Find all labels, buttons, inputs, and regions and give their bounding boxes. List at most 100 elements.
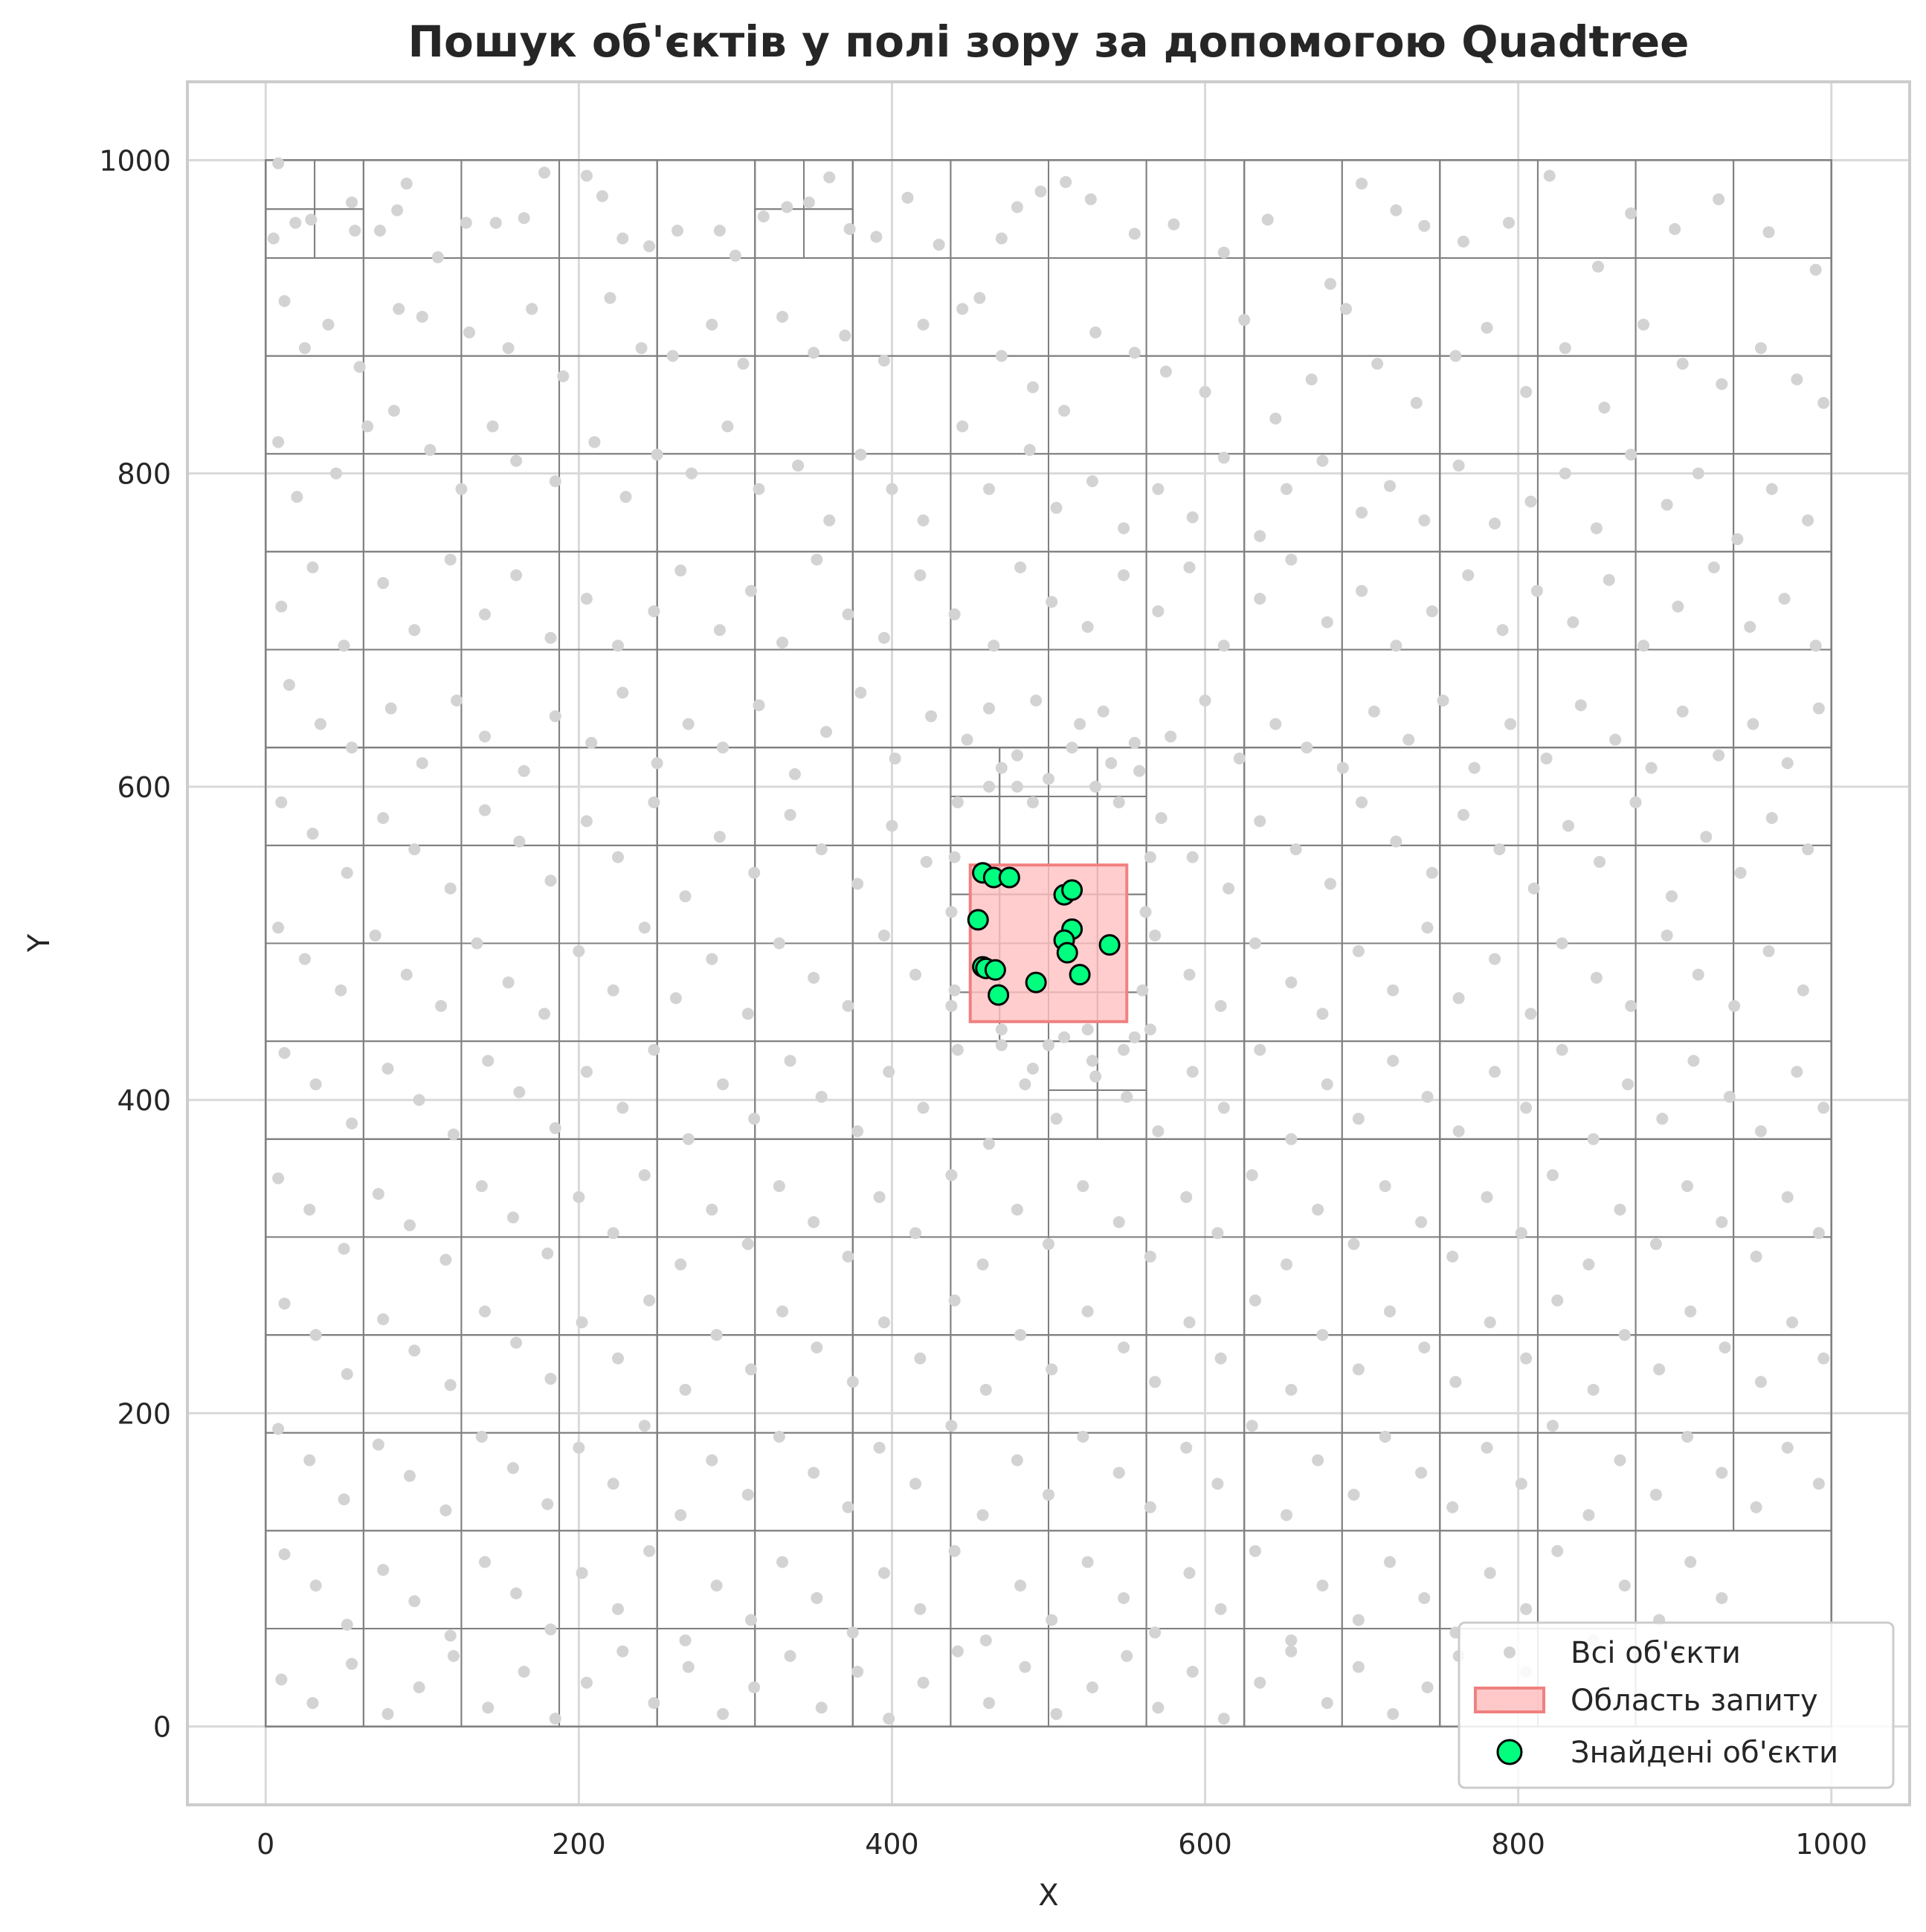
all-object-point <box>1089 780 1102 793</box>
all-object-point <box>901 191 914 204</box>
all-object-point <box>381 1707 394 1720</box>
all-object-point <box>612 1603 624 1615</box>
all-object-point <box>877 1316 890 1329</box>
all-object-point <box>518 212 530 225</box>
all-object-point <box>444 882 457 895</box>
all-object-point <box>753 483 765 495</box>
all-object-point <box>607 984 619 996</box>
all-object-point <box>710 1329 723 1342</box>
all-object-point <box>1128 347 1141 359</box>
all-object-point <box>391 204 404 216</box>
all-object-point <box>1421 1681 1434 1694</box>
all-object-point <box>1515 1227 1527 1240</box>
all-object-point <box>1368 705 1380 718</box>
all-object-point <box>1562 820 1575 832</box>
all-object-point <box>815 1090 828 1103</box>
all-object-point <box>1305 373 1318 386</box>
all-object-point <box>877 1567 890 1580</box>
all-object-point <box>1421 921 1434 934</box>
all-object-point <box>576 1316 588 1329</box>
legend-frame <box>1458 1621 1895 1789</box>
all-object-point <box>1058 1031 1071 1043</box>
all-object-point <box>1410 396 1423 409</box>
all-object-point <box>1050 1707 1063 1720</box>
x-tick-labels: 0 200 400 600 800 1000 <box>257 1828 1867 1861</box>
all-object-point <box>612 640 624 652</box>
all-object-point <box>346 196 358 209</box>
all-object-point <box>1050 1112 1063 1125</box>
all-object-point <box>1524 1008 1537 1020</box>
all-object-point <box>1186 851 1199 863</box>
all-object-point <box>1077 1431 1089 1443</box>
all-object-point <box>1139 906 1152 918</box>
all-object-point <box>309 1329 322 1342</box>
all-object-point <box>651 448 663 461</box>
all-object-point <box>889 752 901 764</box>
all-object-point <box>1019 1078 1031 1091</box>
all-object-point <box>616 1101 629 1114</box>
all-object-point <box>479 608 492 621</box>
all-object-point <box>1625 207 1637 219</box>
all-object-point <box>373 225 386 237</box>
found-object-point <box>984 959 1006 981</box>
all-object-point <box>846 1376 859 1388</box>
all-object-point <box>544 1373 557 1385</box>
all-object-point <box>643 1294 656 1307</box>
all-object-point <box>580 1066 593 1078</box>
all-object-point <box>576 1567 588 1580</box>
all-object-point <box>400 968 413 981</box>
all-object-point <box>1180 1441 1193 1454</box>
all-object-point <box>679 1383 692 1396</box>
all-object-point <box>1556 1043 1568 1056</box>
all-object-point <box>588 436 601 448</box>
all-object-point <box>275 1673 288 1686</box>
all-object-point <box>1426 866 1438 879</box>
all-object-point <box>513 835 526 848</box>
all-object-point <box>1449 1376 1462 1388</box>
plot-frame <box>186 80 1911 1806</box>
all-object-point <box>917 514 930 527</box>
all-object-point <box>823 171 836 184</box>
all-object-point <box>988 640 1000 652</box>
all-object-point <box>851 1665 864 1678</box>
all-object-point <box>408 624 421 637</box>
all-object-point <box>839 329 851 342</box>
all-object-point <box>1285 1133 1298 1145</box>
all-object-point <box>1077 1179 1089 1192</box>
all-object-point <box>1043 1488 1054 1501</box>
all-object-point <box>948 608 961 621</box>
all-object-point <box>1653 1363 1666 1376</box>
all-object-point <box>1809 640 1822 652</box>
all-object-point <box>1285 1645 1298 1658</box>
all-object-point <box>982 483 995 495</box>
all-object-point <box>309 1078 322 1091</box>
all-object-point <box>612 1352 624 1365</box>
all-object-point <box>549 1122 561 1135</box>
legend-label-query-region: Область запиту <box>1571 1684 1818 1718</box>
found-object-point <box>998 866 1020 889</box>
all-object-point <box>643 240 656 253</box>
all-object-point <box>648 1697 660 1710</box>
all-object-point <box>513 1086 526 1098</box>
all-object-point <box>995 350 1008 362</box>
all-object-point <box>549 475 561 488</box>
legend-label-found-points: Знайдені об'єкти <box>1571 1736 1838 1770</box>
all-object-point <box>1144 1501 1156 1513</box>
all-object-point <box>886 820 898 832</box>
all-object-point <box>1614 1203 1626 1216</box>
all-object-point <box>322 318 335 331</box>
all-object-point <box>1817 396 1830 409</box>
all-object-point <box>1622 1078 1634 1091</box>
found-points-layer <box>967 862 1121 1006</box>
all-object-point <box>573 1191 585 1203</box>
all-object-point <box>272 1423 285 1435</box>
all-object-point <box>945 1169 958 1182</box>
all-object-point <box>1066 741 1078 754</box>
all-object-point <box>1149 1376 1162 1388</box>
all-object-point <box>1281 1509 1293 1522</box>
all-object-point <box>1716 1466 1728 1479</box>
all-object-point <box>283 678 295 691</box>
all-object-point <box>713 624 726 637</box>
all-object-point <box>776 310 789 323</box>
all-object-point <box>538 167 551 179</box>
